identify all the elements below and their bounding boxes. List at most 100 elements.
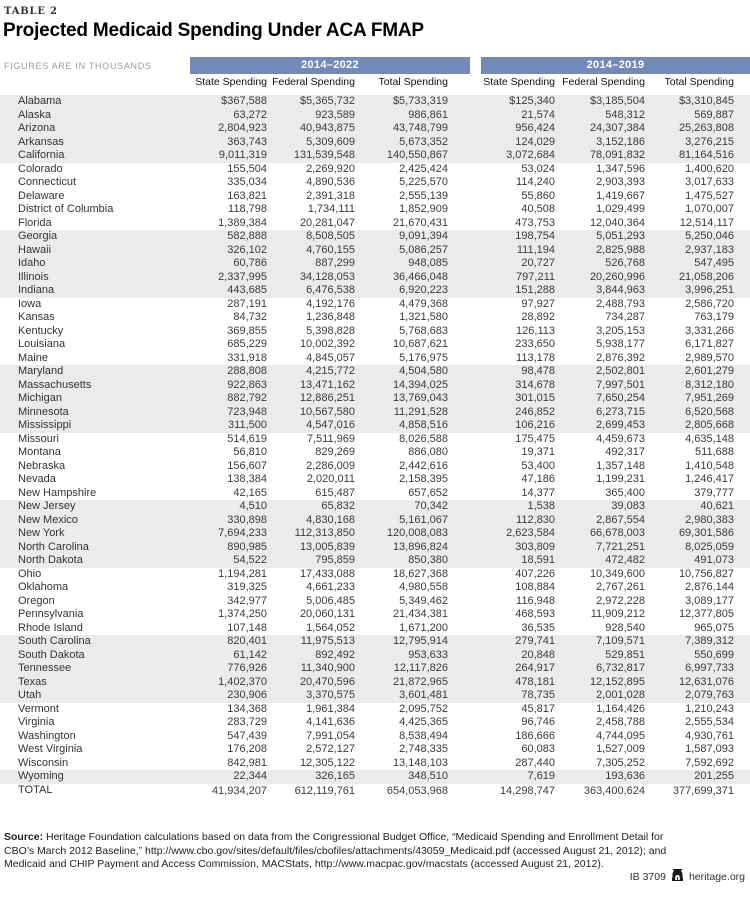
value-cell: 850,380	[408, 554, 448, 566]
state-name-cell: New Jersey	[18, 500, 76, 512]
column-gap	[470, 473, 481, 487]
table-row: Delaware 163,821 2,391,318 2,555,139 55,860 1…	[0, 190, 750, 204]
source-text: Heritage Foundation calculations based o…	[4, 831, 667, 870]
column-gap	[470, 311, 481, 325]
column-gap	[470, 460, 481, 474]
state-name-cell: Virginia	[18, 716, 55, 728]
state-name-cell: Vermont	[18, 702, 59, 715]
table-row: Rhode Island 107,148 1,564,052 1,671,200 36,…	[0, 622, 750, 636]
value-cell: 511,688	[695, 446, 734, 458]
value-cell: 20,060,131	[299, 608, 355, 620]
value-cell: 886,080	[408, 446, 448, 458]
table-row: Maine 331,918 4,845,057 5,176,975 113,178 2,8…	[0, 352, 750, 366]
value-cell: 12,040,364	[589, 216, 645, 229]
value-cell: 2,502,801	[596, 365, 645, 377]
state-name-cell: Texas	[18, 675, 47, 688]
value-cell: 233,650	[515, 338, 555, 350]
state-column-header	[0, 76, 190, 95]
value-cell: 326,165	[315, 770, 355, 782]
value-cell: 5,250,046	[685, 230, 734, 242]
value-cell: 10,002,392	[299, 338, 355, 350]
value-cell: 107,148	[227, 621, 267, 634]
value-cell: 8,538,494	[399, 729, 448, 742]
value-cell: 1,587,093	[685, 743, 734, 755]
value-cell: 2,805,668	[685, 419, 734, 431]
value-cell: 5,161,067	[399, 513, 448, 526]
state-name-cell: Kentucky	[18, 324, 64, 337]
value-cell: 11,340,900	[300, 662, 355, 674]
table-row: Kentucky 369,855 5,398,828 5,768,683 126,113…	[0, 325, 750, 339]
column-gap	[470, 770, 481, 784]
value-cell: 60,083	[521, 743, 555, 755]
value-cell: 21,872,965	[392, 675, 448, 688]
value-cell: 3,152,186	[596, 135, 645, 148]
value-cell: 2,572,127	[306, 743, 355, 755]
column-gap	[470, 487, 481, 501]
value-cell: 2,876,392	[596, 351, 645, 364]
value-cell: 4,980,558	[399, 581, 448, 593]
column-gap	[470, 365, 481, 379]
value-cell: $5,733,319	[392, 95, 448, 107]
value-cell: 301,015	[515, 392, 555, 404]
state-name-cell: TOTAL	[18, 784, 53, 796]
value-cell: 1,475,527	[685, 189, 734, 202]
state-name-cell: Idaho	[18, 257, 46, 269]
state-name-cell: Mississippi	[18, 419, 72, 431]
table-body: Alabama $367,588 $5,365,732 $5,733,319 $125,…	[0, 95, 750, 798]
value-cell: 34,128,053	[299, 270, 355, 283]
column-gap	[470, 689, 481, 703]
column-gap	[470, 662, 481, 676]
value-cell: 6,171,827	[685, 338, 734, 350]
value-cell: 54,522	[233, 554, 267, 566]
value-cell: 6,273,715	[596, 405, 645, 418]
value-cell: 2,989,570	[685, 351, 734, 364]
value-cell: 4,635,148	[685, 432, 734, 445]
state-name-cell: North Carolina	[18, 540, 89, 553]
column-gap	[470, 500, 481, 514]
value-cell: 6,920,223	[399, 284, 448, 296]
state-name-cell: District of Columbia	[18, 203, 114, 215]
table-row: Colorado 155,504 2,269,920 2,425,424 53,024 1…	[0, 163, 750, 177]
column-gap	[470, 109, 481, 123]
value-cell: 12,152,895	[589, 675, 645, 688]
col-header-federal-spending-1: Federal Spending	[272, 76, 355, 88]
value-cell: 53,024	[521, 162, 555, 175]
spending-table: State Spending Federal Spending Total Sp…	[0, 76, 750, 798]
value-cell: 19,371	[521, 446, 555, 458]
value-cell: 582,888	[227, 230, 267, 242]
state-name-cell: Florida	[18, 216, 52, 229]
value-cell: 5,673,352	[399, 135, 448, 148]
column-gap	[470, 230, 481, 244]
value-cell: 96,746	[521, 716, 555, 728]
value-cell: 2,767,261	[596, 581, 645, 593]
site-link: heritage.org	[688, 870, 745, 883]
value-cell: 9,091,394	[399, 230, 448, 242]
total-row: TOTAL 41,934,207 612,119,761 654,053,968 14,…	[0, 784, 750, 799]
table-row: Tennessee 776,926 11,340,900 12,117,826 264,…	[0, 662, 750, 676]
state-name-cell: California	[18, 149, 65, 161]
column-gap	[470, 122, 481, 136]
value-cell: 1,164,426	[596, 702, 645, 715]
value-cell: 2,867,554	[596, 513, 645, 526]
value-cell: 7,109,571	[596, 635, 645, 647]
value-cell: 24,307,384	[589, 122, 645, 134]
value-cell: 4,510	[239, 500, 267, 512]
value-cell: 60,786	[233, 257, 267, 269]
column-gap	[470, 703, 481, 717]
value-cell: 657,652	[408, 486, 448, 499]
value-cell: $5,365,732	[299, 95, 355, 107]
value-cell: 176,208	[227, 743, 267, 755]
column-gap	[470, 284, 481, 298]
value-cell: 9,011,319	[218, 149, 267, 161]
value-cell: 2,425,424	[399, 162, 448, 175]
value-cell: 39,083	[611, 500, 645, 512]
value-cell: 25,263,808	[678, 122, 734, 134]
value-cell: 42,165	[233, 486, 267, 499]
column-gap	[470, 568, 481, 582]
state-name-cell: Georgia	[18, 230, 58, 242]
value-cell: 10,687,621	[392, 338, 448, 350]
value-cell: 2,601,279	[685, 365, 734, 377]
column-gap	[470, 379, 481, 393]
column-gap	[470, 203, 481, 217]
table-row: Illinois 2,337,995 34,128,053 36,466,048 797…	[0, 270, 750, 284]
